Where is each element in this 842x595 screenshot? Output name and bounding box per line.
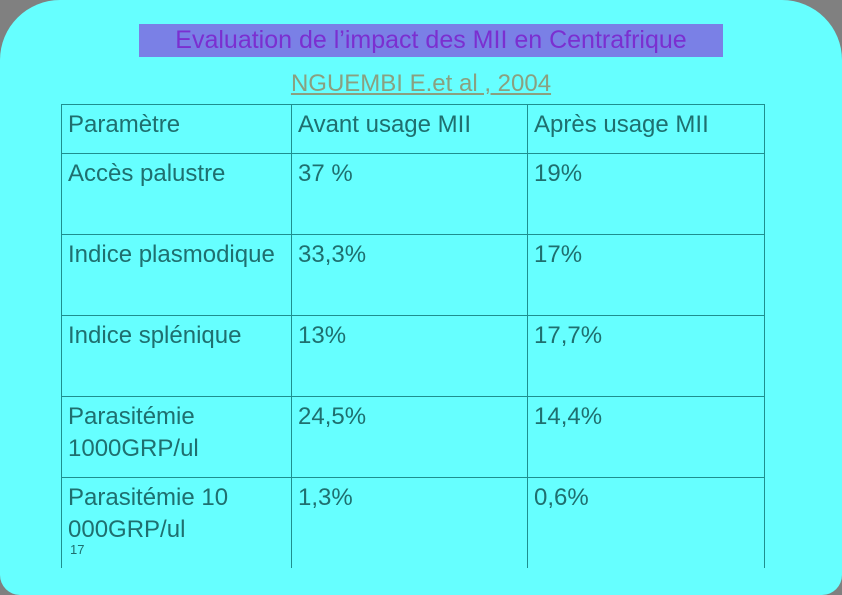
table-row: Accès palustre 37 % 19% xyxy=(61,153,765,236)
after-value-cell: 19% xyxy=(527,153,765,236)
header-cell-after: Après usage MII xyxy=(527,103,765,155)
slide-title: Evaluation de l’impact des MII en Centra… xyxy=(139,24,723,57)
results-table: Paramètre Avant usage MII Après usage MI… xyxy=(61,103,765,568)
table-row: Indice plasmodique 33,3% 17% xyxy=(61,234,765,317)
header-cell-before: Avant usage MII xyxy=(291,103,528,155)
parameter-cell: Indice splénique xyxy=(61,315,292,398)
page-number: 17 xyxy=(70,542,85,557)
table-header-row: Paramètre Avant usage MII Après usage MI… xyxy=(61,103,765,155)
table-row: Parasitémie 1000GRP/ul 24,5% 14,4% xyxy=(61,396,765,479)
after-value-cell: 0,6% xyxy=(527,477,765,568)
before-value-cell: 1,3% xyxy=(291,477,528,568)
after-value-cell: 17,7% xyxy=(527,315,765,398)
parameter-cell: Indice plasmodique xyxy=(61,234,292,317)
parameter-cell: Parasitémie 1000GRP/ul xyxy=(61,396,292,479)
table-row: Indice splénique 13% 17,7% xyxy=(61,315,765,398)
table-row: Parasitémie 10 000GRP/ul 1,3% 0,6% xyxy=(61,477,765,568)
before-value-cell: 33,3% xyxy=(291,234,528,317)
before-value-cell: 37 % xyxy=(291,153,528,236)
parameter-cell: Accès palustre xyxy=(61,153,292,236)
after-value-cell: 17% xyxy=(527,234,765,317)
header-cell-parameter: Paramètre xyxy=(61,103,292,155)
citation: NGUEMBI E.et al , 2004 xyxy=(290,70,552,97)
before-value-cell: 24,5% xyxy=(291,396,528,479)
before-value-cell: 13% xyxy=(291,315,528,398)
parameter-cell: Parasitémie 10 000GRP/ul xyxy=(61,477,292,568)
after-value-cell: 14,4% xyxy=(527,396,765,479)
